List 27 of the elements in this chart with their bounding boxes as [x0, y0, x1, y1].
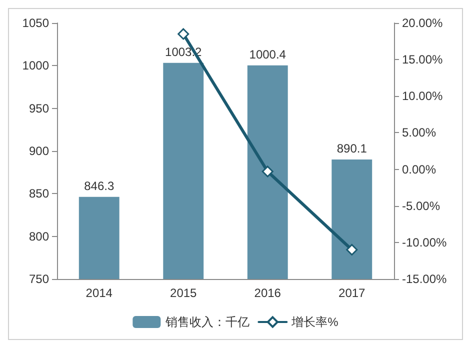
- y-tick-label: 1000: [22, 58, 50, 73]
- y-tick-label: 750: [28, 272, 50, 286]
- y-tick-label: 850: [28, 186, 50, 201]
- x-tick-label: 2017: [338, 286, 366, 300]
- y2-tick-label: 5.00%: [402, 126, 436, 140]
- y-tick-label: 950: [28, 101, 50, 116]
- y2-tick-label: 20.00%: [402, 16, 444, 30]
- y2-tick-label: 0.00%: [402, 162, 436, 176]
- x-tick-label: 2015: [170, 286, 198, 300]
- data-label: 1000.4: [249, 47, 286, 62]
- y2-tick-label: -5.00%: [402, 198, 440, 213]
- y2-tick-label: 15.00%: [402, 52, 444, 67]
- y-tick-label: 900: [28, 144, 50, 158]
- y2-tick-label: -15.00%: [402, 272, 448, 286]
- data-label: 846.3: [84, 178, 114, 193]
- point: [262, 166, 274, 178]
- y2-tick-label: -10.00%: [402, 235, 448, 250]
- x-tick-label: 2014: [86, 286, 113, 300]
- point: [346, 244, 358, 256]
- data-label: 890.1: [336, 141, 368, 156]
- legend-label: 销售收入：千亿: [164, 315, 250, 329]
- point: [178, 28, 190, 40]
- y-tick-label: 1050: [22, 16, 50, 30]
- legend-label: 增长率%: [290, 315, 339, 329]
- y2-tick-label: 10.00%: [402, 89, 444, 104]
- y-tick-label: 800: [28, 229, 50, 244]
- x-tick-label: 2016: [254, 286, 282, 300]
